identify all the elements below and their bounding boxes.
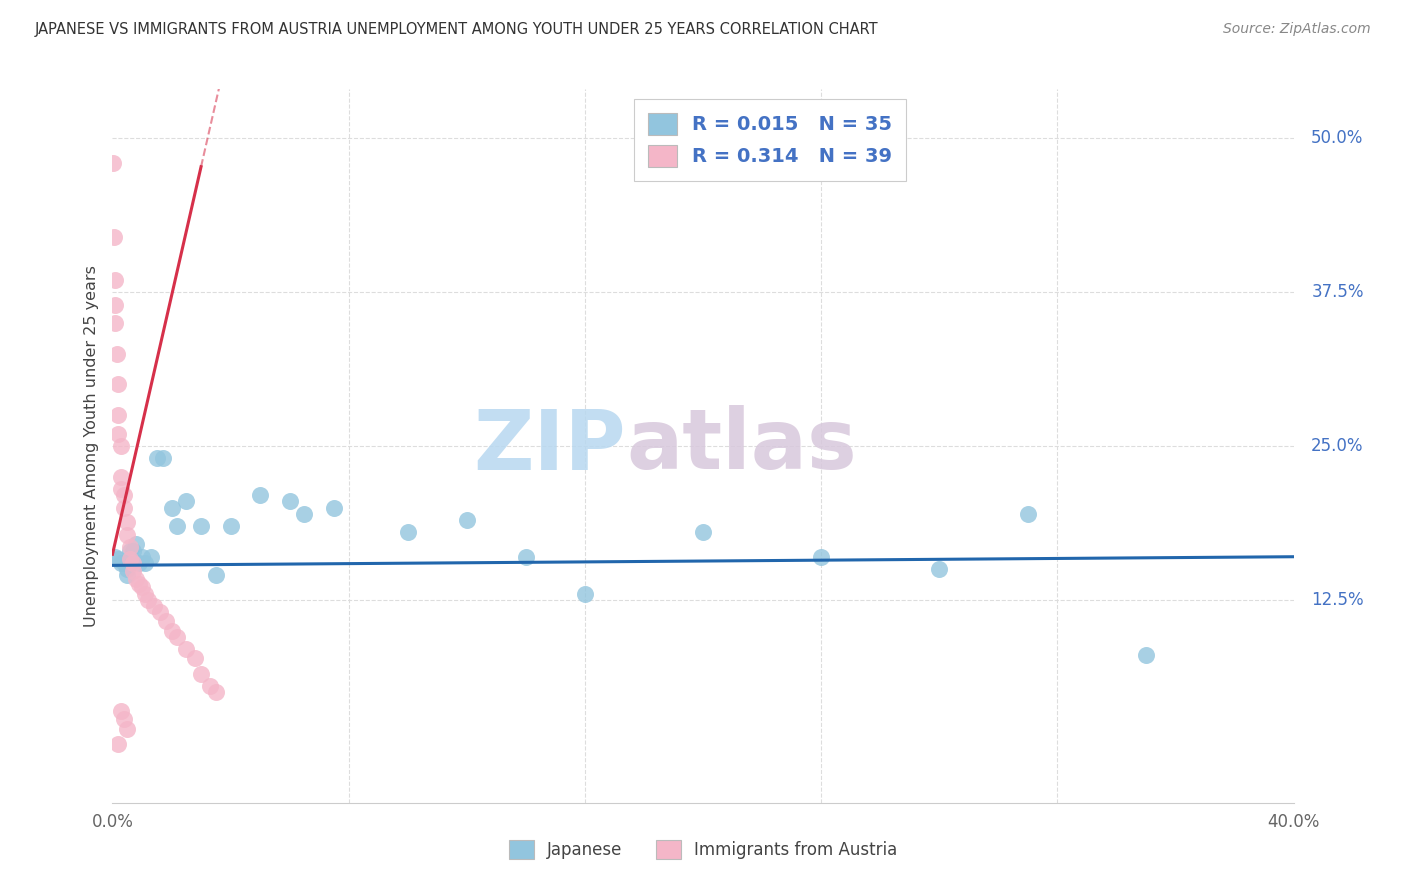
Point: [166, 519, 188, 533]
Point: [190, 519, 212, 533]
Point: [110, 482, 132, 496]
Point: [323, 500, 346, 515]
Point: [104, 316, 127, 330]
Point: [1017, 507, 1039, 521]
Point: [152, 451, 174, 466]
Point: [396, 525, 419, 540]
Text: ZIP: ZIP: [474, 406, 626, 486]
Text: 37.5%: 37.5%: [1312, 283, 1364, 301]
Point: [103, 230, 125, 244]
Point: [110, 556, 132, 570]
Point: [219, 519, 242, 533]
Point: [249, 488, 271, 502]
Point: [928, 562, 950, 576]
Point: [105, 347, 128, 361]
Point: [198, 679, 221, 693]
Point: [174, 494, 197, 508]
Point: [125, 572, 148, 586]
Point: [190, 666, 212, 681]
Point: [131, 549, 153, 564]
Point: [120, 556, 142, 570]
Point: [107, 426, 129, 441]
Point: [692, 525, 714, 540]
Point: [155, 614, 177, 628]
Point: [103, 156, 125, 170]
Point: [104, 549, 127, 564]
Point: [104, 297, 127, 311]
Point: [456, 513, 478, 527]
Text: 12.5%: 12.5%: [1312, 591, 1364, 609]
Point: [128, 556, 150, 570]
Point: [110, 439, 132, 453]
Point: [184, 650, 207, 665]
Point: [112, 500, 135, 515]
Text: atlas: atlas: [626, 406, 858, 486]
Point: [160, 500, 183, 515]
Point: [205, 685, 228, 699]
Point: [278, 494, 301, 508]
Text: JAPANESE VS IMMIGRANTS FROM AUSTRIA UNEMPLOYMENT AMONG YOUTH UNDER 25 YEARS CORR: JAPANESE VS IMMIGRANTS FROM AUSTRIA UNEM…: [35, 22, 879, 37]
Point: [110, 469, 132, 483]
Point: [107, 737, 129, 751]
Point: [122, 565, 145, 579]
Point: [131, 581, 153, 595]
Point: [174, 642, 197, 657]
Point: [117, 562, 138, 576]
Point: [160, 624, 183, 638]
Point: [112, 712, 135, 726]
Point: [120, 543, 142, 558]
Point: [122, 543, 145, 558]
Point: [122, 556, 145, 570]
Point: [125, 537, 148, 551]
Legend: Japanese, Immigrants from Austria: Japanese, Immigrants from Austria: [502, 833, 904, 866]
Y-axis label: Unemployment Among Youth under 25 years: Unemployment Among Youth under 25 years: [83, 265, 98, 627]
Point: [103, 273, 125, 287]
Point: [146, 451, 169, 466]
Text: 50.0%: 50.0%: [1312, 129, 1364, 147]
Point: [205, 568, 228, 582]
Point: [117, 722, 138, 736]
Point: [107, 552, 129, 566]
Point: [149, 605, 172, 619]
Point: [117, 516, 138, 530]
Point: [112, 556, 135, 570]
Point: [166, 630, 188, 644]
Point: [117, 568, 138, 582]
Point: [120, 540, 142, 554]
Point: [120, 552, 142, 566]
Point: [134, 556, 156, 570]
Point: [142, 599, 165, 613]
Point: [515, 549, 537, 564]
Point: [1135, 648, 1157, 662]
Point: [117, 527, 138, 541]
Point: [107, 377, 129, 392]
Point: [110, 704, 132, 718]
Point: [574, 587, 596, 601]
Point: [128, 576, 150, 591]
Point: [107, 409, 129, 423]
Point: [810, 549, 832, 564]
Point: [134, 587, 156, 601]
Point: [112, 488, 135, 502]
Point: [139, 549, 162, 564]
Text: Source: ZipAtlas.com: Source: ZipAtlas.com: [1223, 22, 1371, 37]
Point: [136, 592, 159, 607]
Text: 25.0%: 25.0%: [1312, 437, 1364, 455]
Point: [292, 507, 315, 521]
